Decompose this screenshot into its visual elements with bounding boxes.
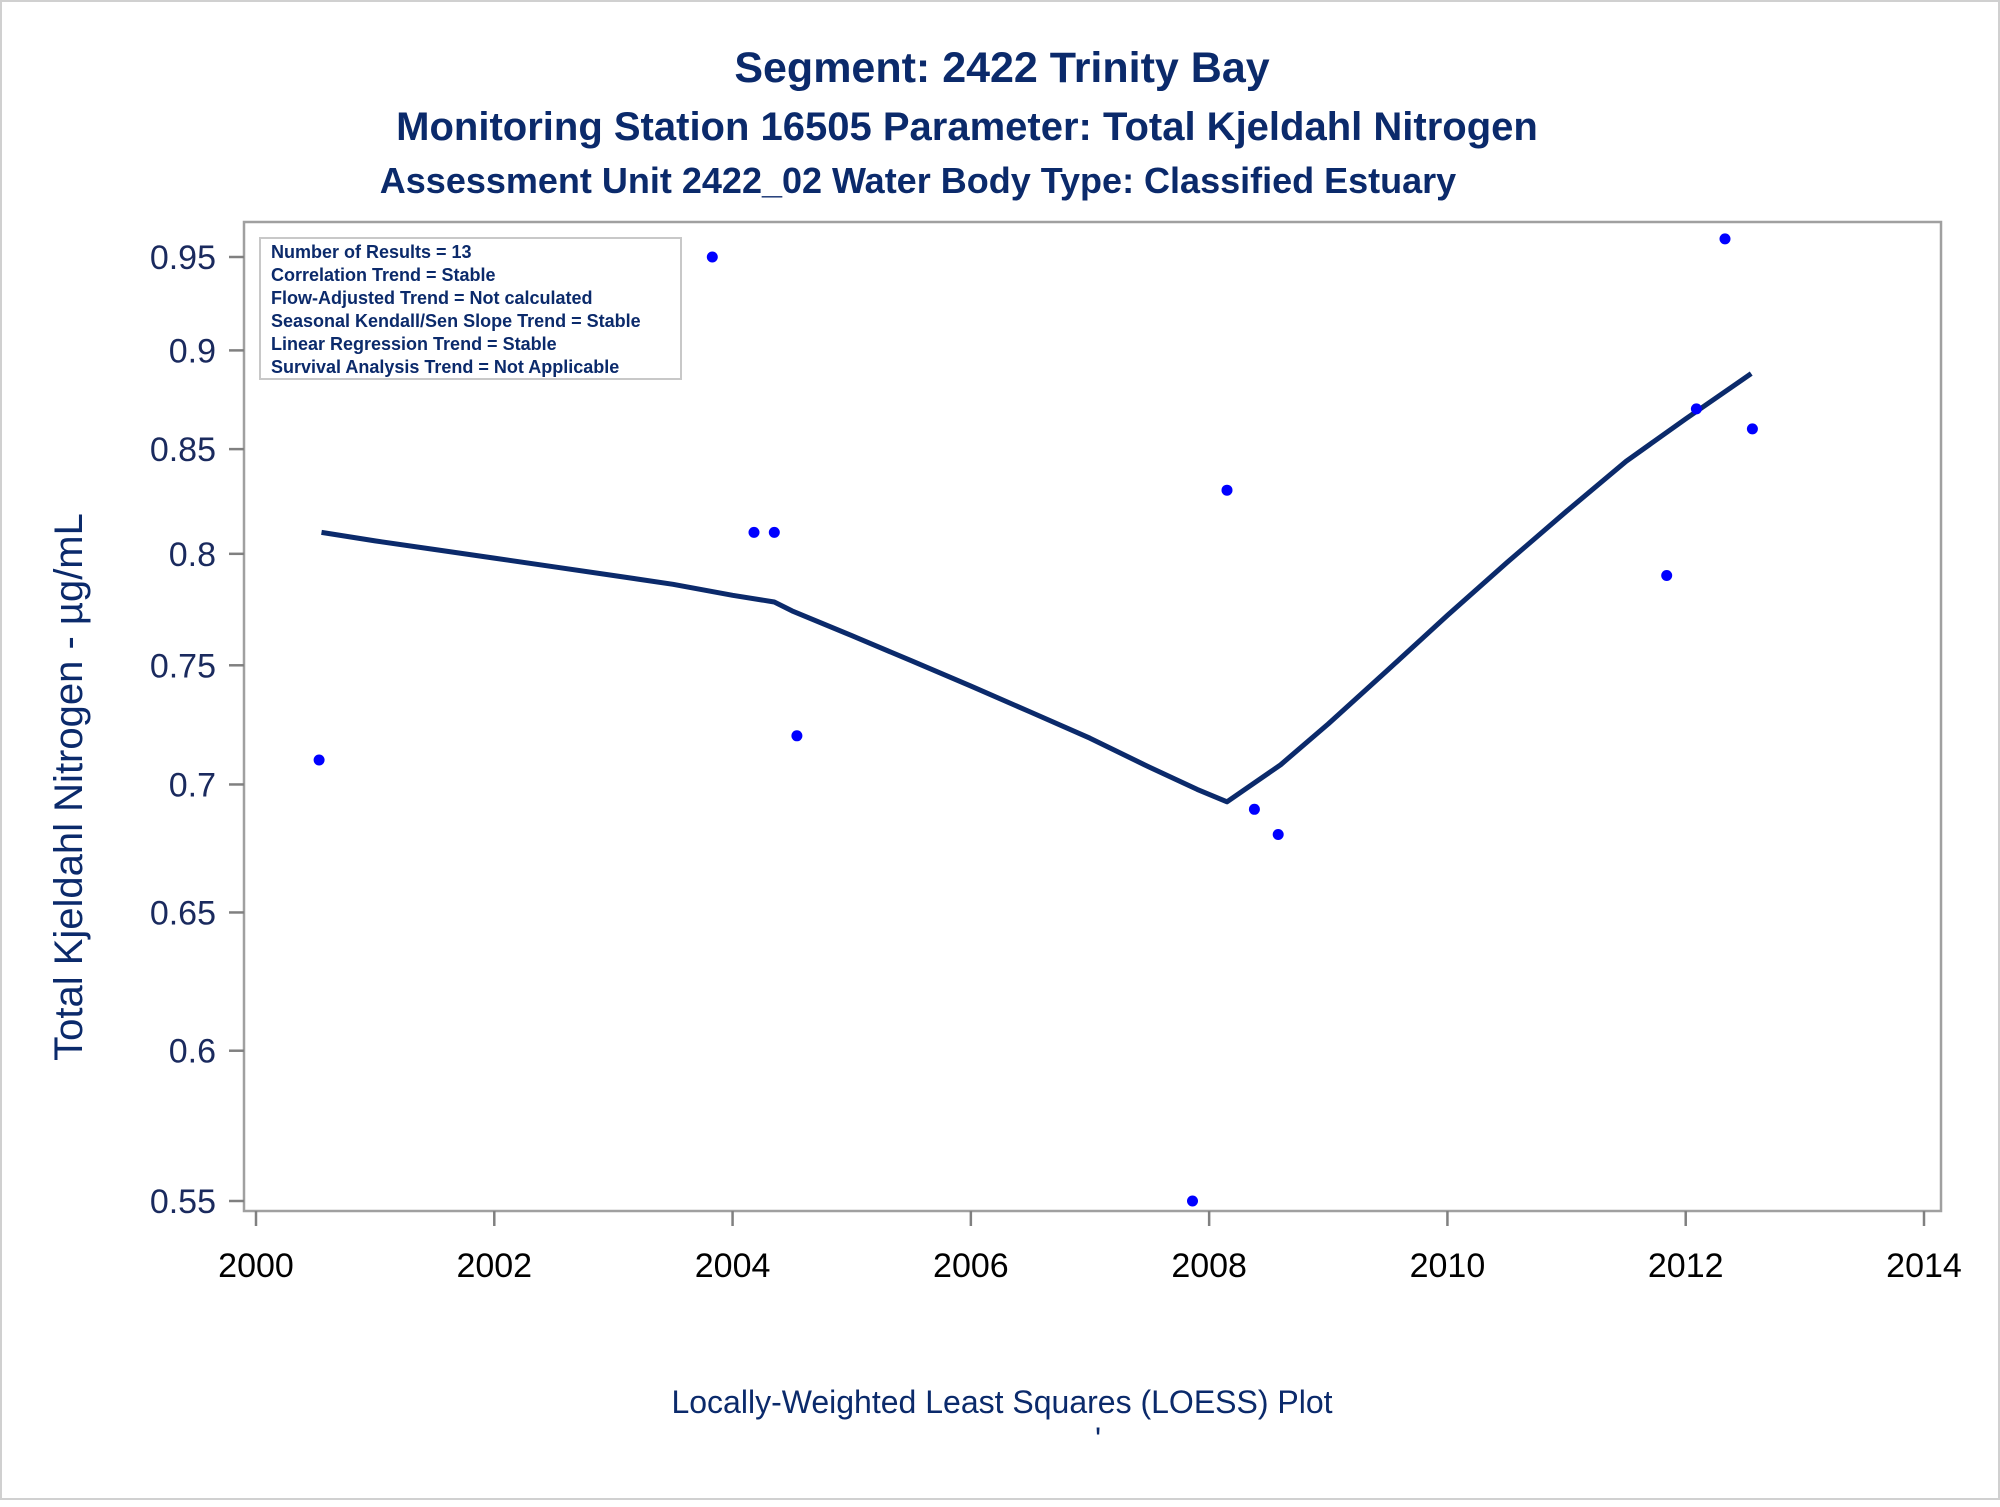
data-point <box>768 526 780 538</box>
y-tick-label: 0.55 <box>150 1183 216 1221</box>
data-points <box>313 233 1758 1207</box>
data-point <box>1690 403 1702 415</box>
y-tick-label: 0.7 <box>169 766 216 804</box>
footnote-mark: ' <box>1095 1421 1101 1457</box>
y-tick-label: 0.6 <box>169 1033 216 1071</box>
x-tick-label: 2000 <box>218 1247 294 1285</box>
y-tick-label: 0.85 <box>150 431 216 469</box>
y-tick-label: 0.95 <box>150 239 216 277</box>
data-point <box>748 526 760 538</box>
x-tick-label: 2002 <box>456 1247 532 1285</box>
x-tick-label: 2012 <box>1648 1247 1724 1285</box>
x-tick-label: 2006 <box>933 1247 1009 1285</box>
trend-stats-box: Number of Results = 13 Correlation Trend… <box>259 237 682 380</box>
x-tick-label: 2004 <box>695 1247 771 1285</box>
x-tick-label: 2010 <box>1410 1247 1486 1285</box>
stats-survival-analysis-trend: Survival Analysis Trend = Not Applicable <box>271 357 619 377</box>
data-point <box>1272 829 1284 840</box>
data-point <box>1248 803 1260 815</box>
data-point <box>1746 423 1758 435</box>
data-point <box>1661 570 1673 581</box>
y-tick-label: 0.9 <box>169 332 216 370</box>
stats-seasonal-kendall-trend: Seasonal Kendall/Sen Slope Trend = Stabl… <box>271 311 641 331</box>
y-axis: 0.55 0.6 0.65 0.7 0.75 0.8 0.85 0.9 0.95 <box>150 239 244 1221</box>
stats-linear-regression-trend: Linear Regression Trend = Stable <box>271 334 557 354</box>
y-axis-label: Total Kjeldahl Nitrogen - µg/mL <box>47 513 91 1061</box>
trend-stats-box-frame <box>259 237 682 380</box>
stats-correlation-trend: Correlation Trend = Stable <box>271 265 496 285</box>
footnote: Locally-Weighted Least Squares (LOESS) P… <box>671 1384 1332 1420</box>
data-point <box>1187 1195 1198 1207</box>
stats-flow-adjusted-trend: Flow-Adjusted Trend = Not calculated <box>271 288 593 308</box>
y-tick-label: 0.8 <box>169 536 216 574</box>
loess-trend-line <box>321 371 1753 805</box>
y-tick-label: 0.75 <box>150 647 216 685</box>
data-point <box>791 730 803 742</box>
chart-subtitle-station: Monitoring Station 16505 Parameter: Tota… <box>396 105 1538 149</box>
y-tick-label: 0.65 <box>150 894 216 932</box>
data-point <box>1719 233 1731 245</box>
data-point <box>313 754 325 766</box>
x-axis: 2000 2002 2004 2006 2008 2010 2012 2014 <box>218 1211 1962 1285</box>
x-tick-label: 2014 <box>1886 1247 1962 1285</box>
data-point <box>706 251 718 263</box>
stats-number-of-results: Number of Results = 13 <box>271 242 472 262</box>
plot-area-frame <box>242 220 1943 1213</box>
chart-title: Segment: 2422 Trinity Bay <box>734 44 1269 92</box>
x-tick-label: 2008 <box>1171 1247 1247 1285</box>
chart-subtitle-assessment: Assessment Unit 2422_02 Water Body Type:… <box>380 160 1456 201</box>
data-point <box>1221 484 1233 496</box>
